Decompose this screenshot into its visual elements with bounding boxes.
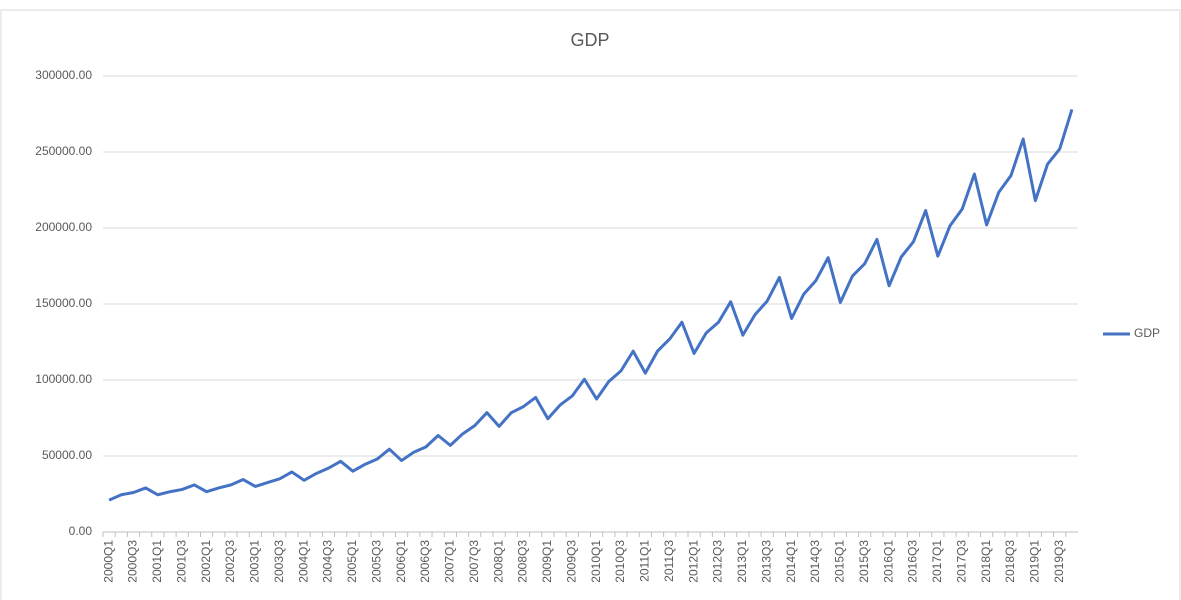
y-tick-label: 300000.00 xyxy=(35,68,92,82)
x-tick-label: 2016Q3 xyxy=(906,540,920,583)
chart-title: GDP xyxy=(570,30,609,50)
x-tick-label: 2006Q3 xyxy=(418,540,432,583)
x-tick-label: 2005Q1 xyxy=(345,540,359,583)
x-tick-label: 2013Q3 xyxy=(759,540,773,583)
x-tick-label: 2019Q3 xyxy=(1052,540,1066,583)
x-tick-label: 2001Q1 xyxy=(150,540,164,583)
x-tick-label: 2007Q3 xyxy=(467,540,481,583)
y-tick-label: 250000.00 xyxy=(35,144,92,158)
x-tick-label: 2017Q3 xyxy=(954,540,968,583)
x-tick-label: 2006Q1 xyxy=(394,540,408,583)
chart-border xyxy=(0,9,1181,600)
x-tick-label: 2009Q3 xyxy=(564,540,578,583)
x-tick-label: 2005Q3 xyxy=(369,540,383,583)
x-tick-label: 2008Q1 xyxy=(491,540,505,583)
x-tick-label: 2003Q1 xyxy=(248,540,262,583)
x-tick-label: 2011Q1 xyxy=(638,540,652,582)
x-tick-label: 2018Q1 xyxy=(979,540,993,583)
x-tick-label: 2009Q1 xyxy=(540,540,554,583)
y-tick-label: 150000.00 xyxy=(35,296,92,310)
x-tick-label: 2010Q1 xyxy=(589,540,603,583)
x-tick-label: 2004Q1 xyxy=(296,540,310,583)
x-tick-label: 2008Q3 xyxy=(516,540,530,583)
x-tick-label: 2011Q3 xyxy=(662,540,676,582)
x-tick-label: 2004Q3 xyxy=(321,540,335,583)
x-tick-label: 2015Q1 xyxy=(833,540,847,583)
x-tick-label: 2014Q3 xyxy=(808,540,822,583)
x-tick-label: 2016Q1 xyxy=(881,540,895,583)
y-tick-label: 50000.00 xyxy=(42,448,92,462)
x-tick-label: 2012Q3 xyxy=(711,540,725,583)
y-tick-label: 100000.00 xyxy=(35,372,92,386)
x-tick-label: 2010Q3 xyxy=(613,540,627,583)
y-tick-label: 0.00 xyxy=(69,524,93,538)
x-tick-label: 2000Q1 xyxy=(101,540,115,583)
x-tick-label: 2001Q3 xyxy=(174,540,188,583)
x-tick-label: 2003Q3 xyxy=(272,540,286,583)
x-tick-label: 2019Q1 xyxy=(1028,540,1042,583)
x-tick-label: 2018Q3 xyxy=(1003,540,1017,583)
x-tick-label: 2002Q1 xyxy=(199,540,213,583)
x-tick-label: 2014Q1 xyxy=(784,540,798,583)
x-tick-label: 2002Q3 xyxy=(223,540,237,583)
x-tick-label: 2012Q1 xyxy=(686,540,700,583)
x-tick-label: 2013Q1 xyxy=(735,540,749,583)
x-tick-label: 2007Q1 xyxy=(443,540,457,583)
y-tick-label: 200000.00 xyxy=(35,220,92,234)
x-tick-label: 2000Q3 xyxy=(126,540,140,583)
line-series xyxy=(108,108,1074,502)
x-tick-label: 2015Q3 xyxy=(857,540,871,583)
x-tick-label: 2017Q1 xyxy=(930,540,944,583)
legend-label: GDP xyxy=(1134,326,1160,340)
